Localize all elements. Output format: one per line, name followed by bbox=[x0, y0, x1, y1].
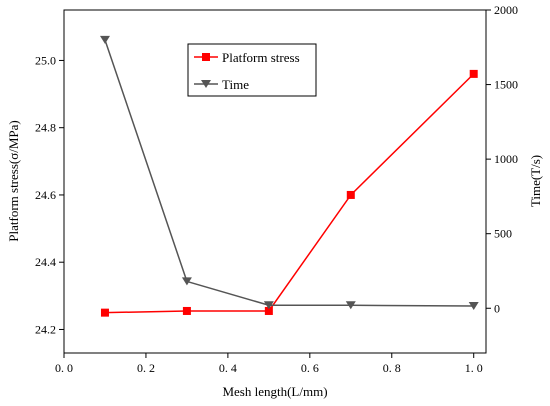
legend-label-platform-stress: Platform stress bbox=[222, 50, 300, 65]
platform-stress-point bbox=[346, 190, 355, 199]
plot-frame bbox=[63, 9, 487, 354]
y-left-tick-label: 25.0 bbox=[35, 53, 56, 67]
y-left-tick-label: 24.8 bbox=[35, 121, 56, 135]
platform-stress-point bbox=[182, 306, 191, 315]
time-point bbox=[345, 301, 356, 310]
y-right-tick-label: 1500 bbox=[494, 78, 518, 92]
y-left-tick-label: 24.4 bbox=[35, 255, 56, 269]
platform-stress-point bbox=[264, 306, 273, 315]
time-point bbox=[263, 301, 274, 310]
x-tick-label: 0. 0 bbox=[55, 361, 73, 375]
y-left-tick-label: 24.2 bbox=[35, 322, 56, 336]
y-left-tick-label: 24.6 bbox=[35, 188, 56, 202]
x-axis-title: Mesh length(L/mm) bbox=[222, 384, 327, 399]
time-point bbox=[468, 302, 479, 311]
y-right-tick-label: 0 bbox=[494, 301, 500, 315]
legend-box bbox=[187, 43, 317, 97]
x-tick-label: 0. 8 bbox=[383, 361, 401, 375]
time-point bbox=[181, 277, 192, 286]
left-y-axis-title: Platform stress(σ/MPa) bbox=[6, 120, 21, 241]
time-point bbox=[99, 35, 110, 44]
y-right-tick-label: 500 bbox=[494, 227, 512, 241]
legend: Platform stress Time bbox=[187, 43, 317, 97]
ticks-layer: 0. 0 0. 2 0. 4 0. 6 0. 8 1. 0 24.2 24.4 24.6 24.8… bbox=[35, 3, 518, 375]
y-right-tick-label: 1000 bbox=[494, 152, 518, 166]
x-tick-label: 0. 4 bbox=[219, 361, 237, 375]
x-tick-label: 1. 0 bbox=[465, 361, 483, 375]
series-layer bbox=[99, 35, 479, 317]
platform-stress-point bbox=[100, 308, 109, 317]
x-tick-label: 0. 6 bbox=[301, 361, 319, 375]
right-y-axis-title: Time(T/s) bbox=[528, 155, 543, 207]
platform-stress-line bbox=[104, 73, 475, 314]
axes-layer bbox=[63, 9, 487, 354]
legend-label-time: Time bbox=[222, 77, 249, 92]
platform-stress-point bbox=[469, 69, 478, 78]
x-tick-label: 0. 2 bbox=[137, 361, 155, 375]
legend-stress-marker bbox=[202, 53, 210, 61]
y-right-tick-label: 2000 bbox=[494, 3, 518, 17]
legend-time-marker bbox=[201, 80, 211, 88]
